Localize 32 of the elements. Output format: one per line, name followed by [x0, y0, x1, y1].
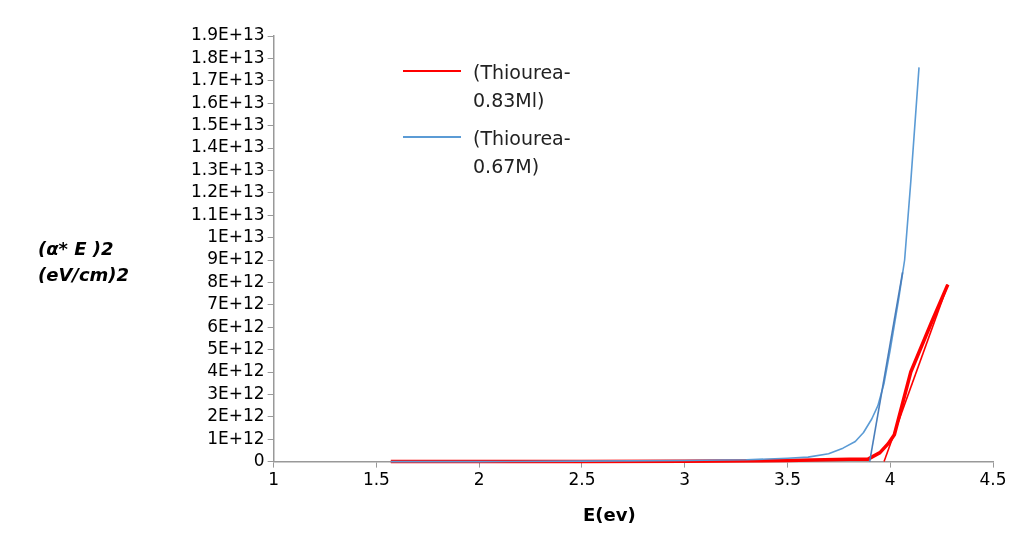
y-tick-label: 1.6E+13	[191, 91, 265, 112]
y-axis-title: (α* E )2 (eV/cm)2	[38, 237, 130, 287]
x-axis-title: E(ev)	[583, 504, 636, 525]
y-tick-label: 8E+12	[207, 270, 265, 291]
x-tick-label: 2.5	[568, 469, 596, 490]
y-tick-label: 1E+13	[207, 226, 265, 247]
x-tick-label: 4	[884, 469, 896, 490]
y-tick-label: 7E+12	[207, 293, 265, 314]
y-tick-label: 1.8E+13	[191, 46, 265, 67]
y-tick-label: 1.9E+13	[191, 24, 265, 45]
x-tick-label: 3.5	[773, 469, 801, 490]
y-tick-label: 1.1E+13	[191, 203, 265, 224]
y-tick-label: 4E+12	[207, 360, 265, 381]
y-tick-label: 2E+12	[207, 405, 265, 426]
y-tick-label: 9E+12	[207, 248, 265, 269]
y-tick-label: 1.5E+13	[191, 114, 265, 135]
y-tick-label: 1.7E+13	[191, 69, 265, 90]
x-tick-label: 3	[679, 469, 691, 490]
y-tick-label: 1.2E+13	[191, 181, 265, 202]
y-tick-label: 5E+12	[207, 338, 265, 359]
y-tick-label: 6E+12	[207, 315, 265, 336]
x-tick-label: 4.5	[979, 469, 1007, 490]
legend-label: (Thiourea-0.83Ml)	[473, 60, 572, 113]
y-tick-label: 0	[253, 450, 265, 471]
y-tick-label: 1.4E+13	[191, 136, 265, 157]
y-tick-label: 1.3E+13	[191, 158, 265, 179]
x-tick-label: 1.5	[362, 469, 390, 490]
y-tick-label: 1E+12	[207, 427, 265, 448]
legend-label: (Thiourea-0.67M)	[473, 126, 572, 179]
x-tick-label: 1	[268, 469, 280, 490]
x-tick-label: 2	[473, 469, 485, 490]
y-tick-label: 3E+12	[207, 382, 265, 403]
